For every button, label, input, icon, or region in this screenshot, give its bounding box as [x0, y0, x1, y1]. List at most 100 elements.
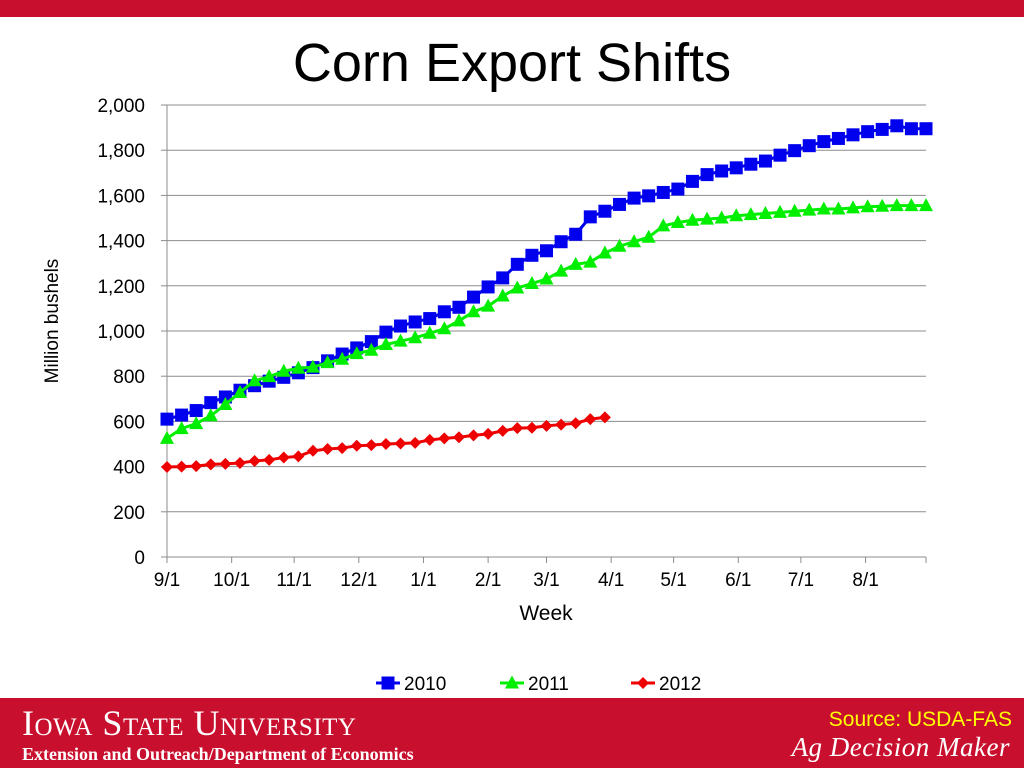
data-point-2010	[583, 210, 597, 224]
data-point-2010	[481, 280, 495, 294]
data-point-2010	[525, 248, 539, 262]
data-point-2012	[452, 431, 465, 444]
data-point-2012	[306, 444, 319, 457]
data-point-2011	[276, 363, 291, 377]
footer-bar	[0, 698, 1024, 768]
data-point-2011	[495, 288, 510, 302]
data-point-2010	[510, 257, 524, 271]
data-point-2011	[378, 337, 393, 351]
data-point-2011	[919, 198, 933, 212]
data-point-2011	[670, 215, 685, 229]
x-tick-label: 3/1	[533, 570, 559, 591]
data-point-2011	[451, 313, 466, 327]
x-tick-label: 6/1	[725, 570, 751, 591]
data-point-2011	[174, 421, 189, 435]
data-point-2011	[349, 346, 364, 360]
data-point-2011	[583, 254, 598, 268]
data-point-2010	[875, 122, 889, 136]
data-point-2012	[467, 429, 480, 442]
data-point-2011	[860, 199, 875, 213]
data-point-2012	[263, 453, 276, 466]
data-point-2012	[336, 442, 349, 455]
legend-item-2012: 2012	[631, 674, 701, 695]
slide-title: Corn Export Shifts	[292, 33, 732, 93]
top-accent-bar	[0, 0, 1024, 17]
legend-marker-2011	[505, 675, 519, 689]
data-point-2012	[394, 437, 407, 450]
data-point-2010	[890, 119, 904, 133]
data-point-2010	[861, 125, 875, 139]
data-point-2012	[175, 460, 188, 473]
x-tick-label: 8/1	[852, 570, 878, 591]
data-point-2012	[161, 461, 173, 474]
x-tick-label: 7/1	[788, 570, 814, 591]
data-point-2011	[203, 408, 218, 422]
data-point-2012	[219, 457, 232, 470]
data-point-2010	[758, 154, 772, 168]
y-tick-label: 600	[113, 412, 145, 433]
data-point-2011	[189, 416, 204, 430]
y-tick-label: 400	[113, 458, 145, 479]
data-point-2010	[364, 335, 378, 349]
x-tick-label: 4/1	[598, 570, 624, 591]
data-point-2012	[525, 421, 538, 434]
data-point-2012	[321, 442, 334, 455]
data-point-2010	[554, 235, 568, 249]
data-point-2011	[802, 202, 817, 216]
data-point-2012	[482, 427, 495, 440]
legend-item-2011: 2011	[500, 674, 569, 695]
data-point-2011	[831, 201, 846, 215]
footer-source: Source: USDA-FAS	[828, 708, 1012, 731]
data-point-2012	[233, 456, 246, 469]
data-point-2010	[729, 161, 743, 175]
data-point-2010	[671, 182, 685, 196]
data-point-2012	[365, 439, 378, 452]
data-point-2010	[189, 404, 203, 418]
data-point-2010	[452, 300, 466, 314]
data-point-2012	[540, 419, 553, 432]
y-tick-label: 1,000	[97, 322, 145, 343]
data-point-2010	[612, 197, 626, 211]
data-point-2010	[175, 408, 189, 422]
x-tick-label: 2/1	[475, 570, 501, 591]
y-tick-label: 1,200	[97, 277, 145, 298]
data-point-2010	[715, 164, 729, 178]
data-point-2011	[291, 360, 306, 374]
data-point-2012	[190, 460, 203, 473]
data-point-2012	[350, 439, 363, 452]
y-tick-label: 1,400	[97, 232, 145, 253]
data-point-2012	[248, 454, 261, 467]
data-point-2011	[641, 229, 656, 243]
data-point-2011	[320, 355, 335, 369]
data-point-2011	[685, 212, 700, 226]
y-tick-label: 1,600	[97, 186, 145, 207]
data-point-2011	[408, 330, 423, 344]
x-tick-label: 1/1	[410, 570, 436, 591]
data-point-2010	[656, 185, 670, 199]
data-point-2012	[569, 417, 582, 430]
data-point-2011	[714, 210, 729, 224]
data-point-2012	[496, 424, 509, 437]
data-point-2010	[569, 227, 583, 241]
data-point-2010	[540, 244, 553, 258]
data-point-2011	[743, 207, 758, 221]
data-point-2011	[612, 238, 627, 252]
y-axis-label: Million bushels	[42, 259, 63, 384]
data-point-2011	[539, 271, 554, 285]
data-point-2012	[598, 411, 611, 424]
data-point-2010	[496, 271, 510, 285]
x-axis-label: Week	[519, 602, 573, 625]
data-point-2010	[379, 325, 393, 339]
x-tick-label: 5/1	[660, 570, 686, 591]
data-point-2010	[408, 315, 422, 329]
data-point-2011	[466, 304, 481, 318]
data-point-2010	[423, 312, 437, 326]
data-point-2010	[204, 396, 218, 410]
data-point-2011	[524, 276, 539, 290]
data-point-2012	[511, 422, 524, 435]
data-point-2012	[555, 418, 568, 431]
data-point-2012	[379, 438, 392, 450]
data-point-2012	[204, 458, 217, 471]
data-point-2011	[262, 369, 277, 383]
data-point-2012	[438, 432, 451, 445]
